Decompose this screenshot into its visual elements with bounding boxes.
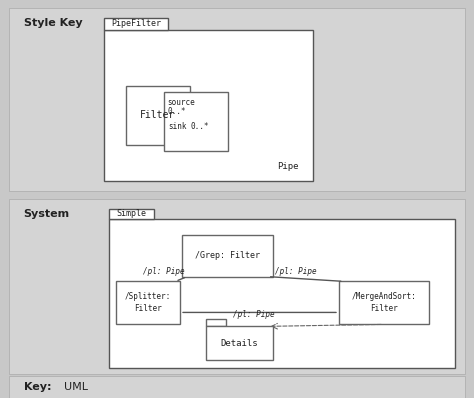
FancyBboxPatch shape xyxy=(109,219,455,368)
FancyBboxPatch shape xyxy=(109,209,154,219)
Text: Filter: Filter xyxy=(140,110,175,121)
Text: /pl: Pipe: /pl: Pipe xyxy=(275,267,317,276)
Text: UML: UML xyxy=(64,382,88,392)
Text: 0..*: 0..* xyxy=(167,107,186,117)
FancyBboxPatch shape xyxy=(104,18,168,30)
Text: /MergeAndSort:
Filter: /MergeAndSort: Filter xyxy=(352,293,416,313)
FancyBboxPatch shape xyxy=(206,326,273,360)
Text: Pipe: Pipe xyxy=(277,162,299,171)
Text: Simple: Simple xyxy=(117,209,146,219)
FancyBboxPatch shape xyxy=(339,281,429,324)
FancyBboxPatch shape xyxy=(164,92,228,151)
Text: sink: sink xyxy=(169,122,187,131)
FancyBboxPatch shape xyxy=(206,319,226,326)
FancyBboxPatch shape xyxy=(116,281,180,324)
Text: /Splitter:
Filter: /Splitter: Filter xyxy=(125,293,171,313)
Text: /pl: Pipe: /pl: Pipe xyxy=(233,310,274,319)
Text: 0..*: 0..* xyxy=(191,122,209,131)
Text: /Grep: Filter: /Grep: Filter xyxy=(195,251,260,260)
Text: PipeFilter: PipeFilter xyxy=(111,20,161,28)
FancyBboxPatch shape xyxy=(9,376,465,398)
Text: source: source xyxy=(167,98,195,107)
Text: System: System xyxy=(24,209,70,219)
FancyBboxPatch shape xyxy=(9,8,465,191)
Text: Style Key: Style Key xyxy=(24,18,82,28)
Text: Key:: Key: xyxy=(24,382,51,392)
Text: Details: Details xyxy=(220,339,258,348)
FancyBboxPatch shape xyxy=(182,235,273,277)
FancyBboxPatch shape xyxy=(9,199,465,374)
FancyBboxPatch shape xyxy=(126,86,190,145)
Text: /pl: Pipe: /pl: Pipe xyxy=(143,267,184,276)
FancyBboxPatch shape xyxy=(104,30,313,181)
